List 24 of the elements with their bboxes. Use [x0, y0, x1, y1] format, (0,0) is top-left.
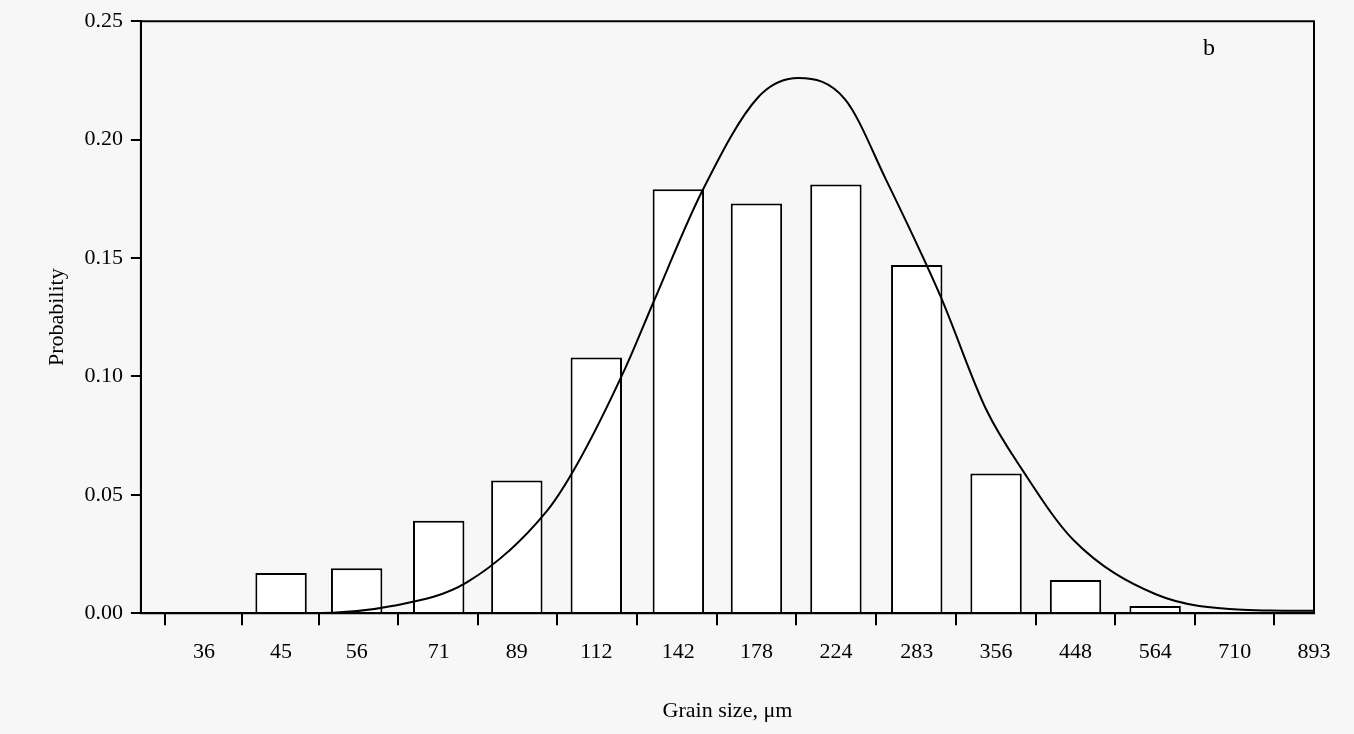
x-axis-title: Grain size, μm [662, 696, 793, 722]
y-tick-label: 0.00 [84, 598, 123, 624]
x-tick-label: 710 [1218, 638, 1252, 664]
x-tick-label: 564 [1138, 638, 1172, 664]
y-tick-label: 0.20 [84, 125, 123, 151]
x-tick-label: 71 [427, 638, 450, 664]
x-tick-label: 89 [505, 638, 528, 664]
x-tick-label: 448 [1059, 638, 1093, 664]
y-tick-label: 0.10 [84, 362, 123, 388]
x-tick-label: 893 [1297, 638, 1331, 664]
x-tick-label: 112 [580, 638, 613, 664]
y-axis-title: Probability [42, 268, 68, 367]
x-tick-label: 283 [900, 638, 934, 664]
x-tick-label: 45 [270, 638, 293, 664]
x-tick-label: 142 [661, 638, 695, 664]
y-tick-label: 0.15 [84, 243, 123, 269]
y-tick-label: 0.05 [84, 480, 123, 506]
x-tick-label: 178 [739, 638, 773, 664]
x-tick-label: 56 [345, 638, 368, 664]
x-tick-label: 356 [979, 638, 1013, 664]
y-tick-label: 0.25 [84, 6, 123, 32]
x-tick-label: 36 [192, 638, 215, 664]
annotation: b [1203, 34, 1215, 61]
x-tick-label: 224 [819, 638, 853, 664]
